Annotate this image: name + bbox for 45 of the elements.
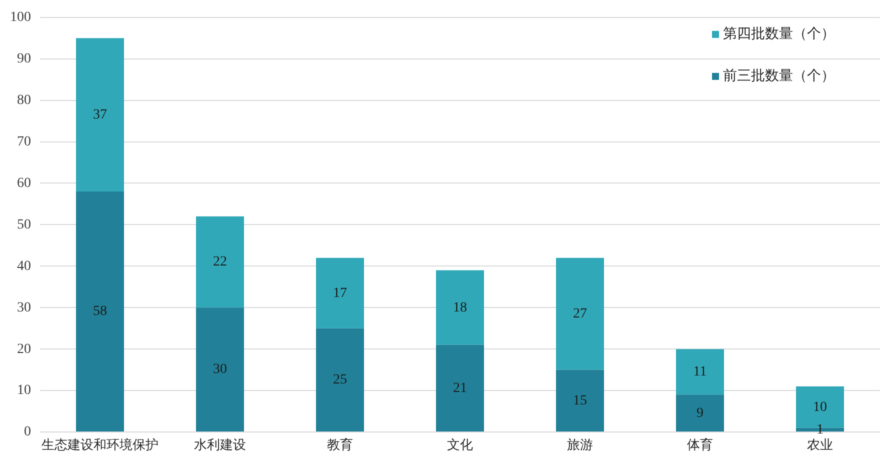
y-tick-label: 80: [17, 92, 31, 108]
data-label: 18: [453, 300, 467, 316]
x-tick-label: 水利建设: [194, 438, 246, 454]
data-label: 17: [333, 286, 347, 301]
bar: [76, 192, 124, 432]
bar: [436, 344, 484, 432]
data-label: 30: [213, 362, 227, 378]
data-label: 9: [696, 406, 704, 421]
bar: [436, 270, 484, 345]
y-tick-label: 10: [17, 383, 31, 398]
data-label: 27: [573, 306, 587, 322]
bar: [676, 394, 724, 432]
bar: [556, 370, 604, 432]
y-tick-label: 30: [17, 300, 31, 316]
data-label: 58: [93, 304, 107, 320]
data-label: 21: [453, 380, 467, 396]
y-tick-label: 100: [10, 10, 31, 26]
x-tick-label: 生态建设和环境保护: [42, 437, 158, 454]
bar: [676, 349, 724, 395]
data-label: 15: [573, 393, 587, 408]
legend-label: 第四批数量（个）: [723, 26, 835, 42]
data-label: 37: [93, 108, 107, 123]
data-label: 25: [333, 372, 347, 388]
bar: [196, 216, 244, 308]
y-tick-label: 0: [24, 424, 31, 440]
y-tick-label: 50: [17, 217, 31, 232]
y-tick-label: 40: [17, 258, 31, 274]
bar: [316, 258, 364, 328]
y-tick-label: 60: [17, 176, 31, 191]
legend-label: 前三批数量（个）: [723, 68, 835, 84]
data-label: 10: [813, 400, 827, 415]
y-tick-label: 70: [17, 134, 31, 150]
bar: [556, 258, 604, 370]
x-tick-label: 文化: [447, 438, 473, 454]
bar: [196, 308, 244, 432]
x-tick-label: 体育: [687, 437, 713, 454]
x-tick-label: 教育: [327, 437, 353, 454]
bar: [76, 38, 124, 192]
x-tick-label: 农业: [807, 438, 833, 454]
data-label: 11: [693, 364, 707, 380]
bar: [316, 328, 364, 432]
x-tick-label: 旅游: [567, 438, 593, 454]
y-tick-label: 20: [17, 342, 31, 357]
y-tick-label: 90: [17, 52, 31, 67]
data-label: 22: [213, 254, 227, 270]
